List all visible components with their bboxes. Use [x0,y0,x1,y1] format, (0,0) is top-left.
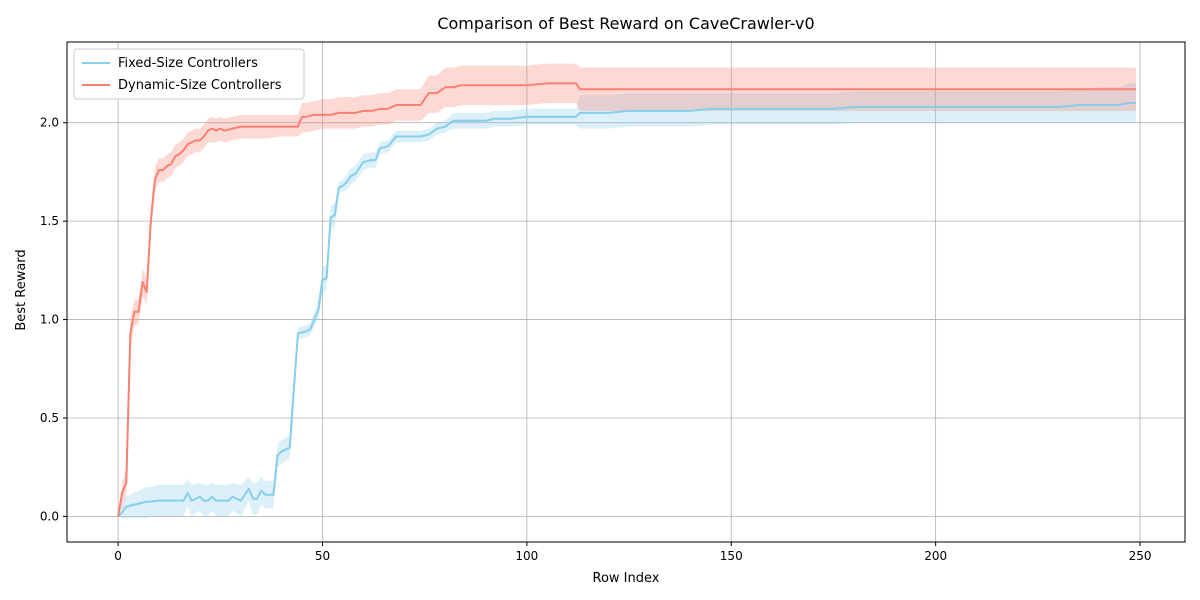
legend-label: Fixed-Size Controllers [118,56,258,71]
plot-frame [66,41,1186,543]
grid-lines [67,42,1185,542]
x-tick-label: 100 [515,549,538,563]
y-tick-label: 0.5 [40,411,59,425]
x-axis-label: Row Index [593,571,660,586]
y-tick-label: 1.5 [40,214,59,228]
x-tick-label: 50 [315,549,330,563]
y-axis-label: Best Reward [14,249,29,330]
y-tick-label: 0.0 [40,509,59,523]
chart-title: Comparison of Best Reward on CaveCrawler… [437,14,814,33]
series-lines [117,82,1136,518]
y-tick-label: 2.0 [40,116,59,130]
x-tick-label: 150 [720,549,743,563]
axis-ticks: 0 50 100 150 200 250 0.0 0.5 1.0 1.5 2.0 [40,116,1152,563]
confidence-bands [118,63,1136,519]
x-tick-label: 0 [114,549,122,563]
legend: Fixed-Size Controllers Dynamic-Size Contr… [73,48,305,100]
confidence-band-0 [118,83,1136,519]
x-tick-label: 250 [1129,549,1152,563]
series-line-1 [117,82,1136,517]
confidence-band-1 [118,63,1136,517]
x-tick-label: 200 [924,549,947,563]
y-tick-label: 1.0 [40,313,59,327]
series-line-0 [117,102,1136,518]
legend-box [73,48,305,100]
legend-label: Dynamic-Size Controllers [118,78,282,93]
